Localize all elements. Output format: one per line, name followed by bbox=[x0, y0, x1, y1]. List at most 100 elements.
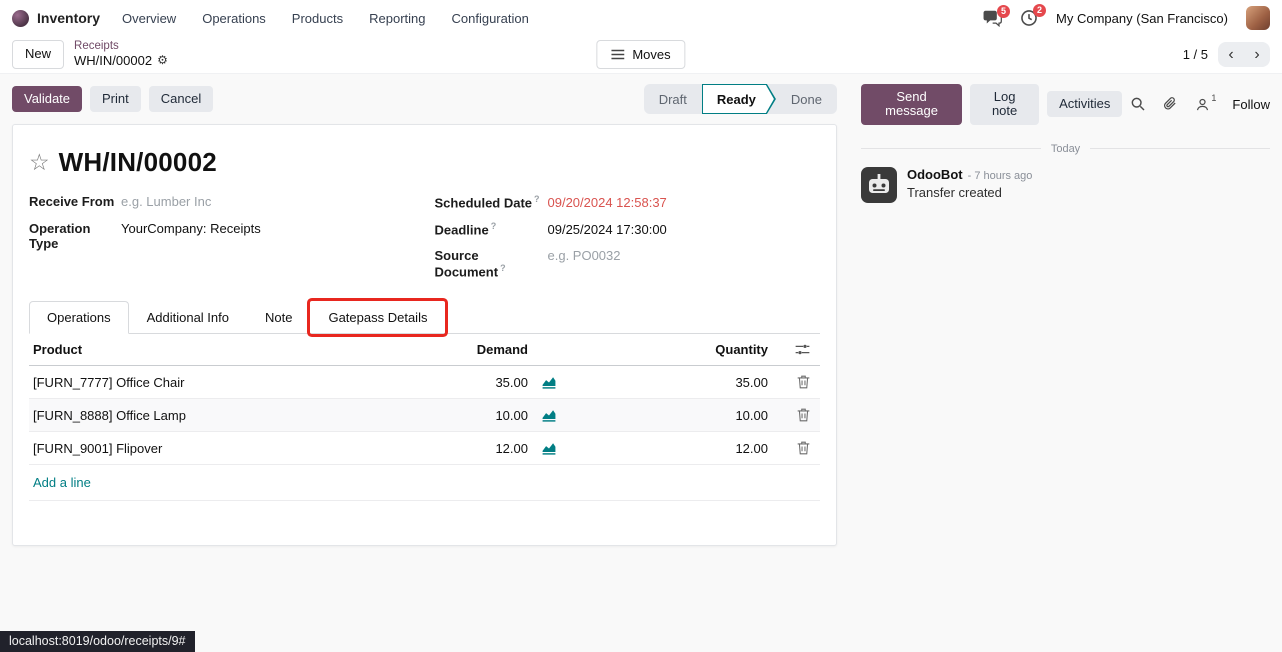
odoobot-avatar bbox=[861, 166, 897, 203]
clock-icon bbox=[1020, 9, 1038, 27]
search-messages-icon[interactable] bbox=[1130, 96, 1146, 112]
control-panel: New Receipts WH/IN/00002 ⚙ Moves 1 / 5 ‹… bbox=[0, 36, 1282, 74]
new-button[interactable]: New bbox=[12, 40, 65, 69]
gear-icon[interactable]: ⚙ bbox=[157, 53, 168, 68]
statusbar-state-draft[interactable]: Draft bbox=[658, 91, 687, 107]
main-content: Validate Print Cancel Draft Ready Done bbox=[0, 74, 1282, 547]
ready-arrow-fill bbox=[703, 85, 774, 113]
moves-button-label: Moves bbox=[632, 47, 671, 62]
demand-cell[interactable]: 12.00 bbox=[495, 440, 528, 456]
help-icon: ? bbox=[534, 194, 540, 204]
app-menu-button[interactable]: Inventory bbox=[12, 9, 101, 27]
breadcrumb: Receipts WH/IN/00002 ⚙ bbox=[74, 40, 168, 68]
statusbar-state-done[interactable]: Done bbox=[790, 91, 822, 107]
tab-gatepass-details[interactable]: Gatepass Details bbox=[310, 301, 445, 334]
pager: 1 / 5 ‹ › bbox=[1183, 42, 1270, 67]
notebook-tabs: Operations Additional Info Note Gatepass… bbox=[29, 301, 820, 335]
activities-button-chatter[interactable]: Activities bbox=[1047, 91, 1123, 118]
user-avatar[interactable] bbox=[1246, 6, 1270, 30]
company-switcher[interactable]: My Company (San Francisco) bbox=[1056, 10, 1228, 26]
operation-type-field[interactable]: YourCompany: Receipts bbox=[121, 221, 261, 236]
table-row[interactable]: [FURN_7777] Office Chair 35.00 35.00 bbox=[29, 366, 820, 400]
deadline-label: Deadline? bbox=[434, 221, 497, 238]
breadcrumb-receipts-link[interactable]: Receipts bbox=[74, 40, 119, 53]
messages-badge: 5 bbox=[997, 4, 1011, 18]
send-message-button[interactable]: Send message bbox=[861, 84, 963, 125]
statusbar-state-ready[interactable]: Ready bbox=[702, 84, 776, 114]
tab-operations[interactable]: Operations bbox=[29, 301, 129, 335]
column-header-product: Product bbox=[33, 342, 83, 358]
list-header: Product Demand Quantity bbox=[29, 334, 820, 367]
favorite-star-icon[interactable]: ☆ bbox=[29, 149, 50, 175]
operations-list: Product Demand Quantity [FURN_7777] Offi… bbox=[29, 334, 820, 502]
quantity-cell[interactable]: 12.00 bbox=[735, 440, 768, 456]
product-cell[interactable]: [FURN_9001] Flipover bbox=[33, 440, 163, 456]
optional-columns-icon[interactable] bbox=[795, 343, 810, 356]
scheduled-date-label: Scheduled Date? bbox=[434, 194, 540, 211]
product-cell[interactable]: [FURN_7777] Office Chair bbox=[33, 374, 185, 390]
attachments-paperclip-icon[interactable] bbox=[1163, 96, 1178, 112]
cancel-button[interactable]: Cancel bbox=[148, 85, 214, 113]
app-name: Inventory bbox=[37, 10, 101, 26]
followers-count: 1 bbox=[1211, 93, 1217, 104]
chatter-panel: Send message Log note Activities 1 Follo… bbox=[849, 74, 1282, 203]
menu-overview[interactable]: Overview bbox=[122, 10, 177, 26]
pager-previous-button[interactable]: ‹ bbox=[1218, 42, 1244, 67]
form-action-bar: Validate Print Cancel Draft Ready Done bbox=[0, 74, 849, 120]
demand-cell[interactable]: 10.00 bbox=[495, 407, 528, 423]
pager-counter: 1 / 5 bbox=[1182, 47, 1208, 62]
receive-from-label: Receive From bbox=[29, 194, 115, 209]
fields-left-column: Receive From e.g. Lumber Inc Operation T… bbox=[29, 194, 415, 279]
product-cell[interactable]: [FURN_8888] Office Lamp bbox=[33, 407, 186, 423]
chatter-toolbar: Send message Log note Activities 1 Follo… bbox=[861, 84, 1270, 125]
receive-from-field[interactable]: e.g. Lumber Inc bbox=[121, 194, 212, 209]
list-body: [FURN_7777] Office Chair 35.00 35.00 [FU… bbox=[29, 366, 820, 466]
moves-button[interactable]: Moves bbox=[596, 40, 686, 69]
message-content: OdooBot - 7 hours ago Transfer created bbox=[907, 167, 1032, 203]
menu-products[interactable]: Products bbox=[291, 10, 344, 26]
top-navbar: Inventory Overview Operations Products R… bbox=[0, 0, 1282, 36]
delete-row-icon[interactable] bbox=[797, 408, 810, 422]
table-row[interactable]: [FURN_8888] Office Lamp 10.00 10.00 bbox=[29, 399, 820, 433]
form-sheet: ☆ WH/IN/00002 Receive From e.g. Lumber I… bbox=[12, 124, 837, 547]
forecast-chart-icon[interactable] bbox=[542, 376, 556, 389]
menu-configuration[interactable]: Configuration bbox=[451, 10, 529, 26]
forecast-chart-icon[interactable] bbox=[542, 442, 556, 455]
column-header-quantity: Quantity bbox=[715, 342, 768, 358]
browser-status-url: localhost:8019/odoo/receipts/9# bbox=[0, 631, 195, 652]
log-note-button[interactable]: Log note bbox=[970, 84, 1040, 125]
follow-button[interactable]: Follow bbox=[1232, 96, 1270, 112]
main-menus: Overview Operations Products Reporting C… bbox=[122, 11, 529, 26]
fields-right-column: Scheduled Date? 09/20/2024 12:58:37 Dead… bbox=[435, 194, 821, 279]
navbar-systray: 5 2 My Company (San Francisco) bbox=[983, 4, 1270, 30]
messages-button[interactable]: 5 bbox=[983, 4, 1011, 27]
demand-cell[interactable]: 35.00 bbox=[495, 374, 528, 390]
scheduled-date-field[interactable]: 09/20/2024 12:58:37 bbox=[547, 195, 667, 211]
source-document-field[interactable]: e.g. PO0032 bbox=[547, 248, 621, 263]
delete-row-icon[interactable] bbox=[797, 441, 810, 455]
message-timestamp: - 7 hours ago bbox=[967, 169, 1033, 182]
quantity-cell[interactable]: 35.00 bbox=[735, 374, 768, 390]
menu-reporting[interactable]: Reporting bbox=[369, 10, 426, 26]
pager-next-button[interactable]: › bbox=[1244, 42, 1270, 67]
help-icon: ? bbox=[490, 221, 497, 231]
activities-badge: 2 bbox=[1033, 4, 1047, 17]
quantity-cell[interactable]: 10.00 bbox=[735, 407, 768, 423]
followers-button[interactable]: 1 bbox=[1195, 93, 1216, 112]
validate-button[interactable]: Validate bbox=[12, 85, 83, 113]
column-header-demand: Demand bbox=[476, 342, 528, 358]
tab-note[interactable]: Note bbox=[265, 310, 293, 326]
tab-additional-info[interactable]: Additional Info bbox=[146, 310, 229, 326]
deadline-field[interactable]: 09/25/2024 17:30:00 bbox=[547, 222, 667, 238]
form-fields: Receive From e.g. Lumber Inc Operation T… bbox=[29, 194, 820, 279]
print-button[interactable]: Print bbox=[90, 85, 141, 113]
sheet-spacer bbox=[29, 501, 820, 545]
table-row[interactable]: [FURN_9001] Flipover 12.00 12.00 bbox=[29, 432, 820, 466]
delete-row-icon[interactable] bbox=[797, 375, 810, 389]
forecast-chart-icon[interactable] bbox=[542, 409, 556, 422]
form-column: Validate Print Cancel Draft Ready Done bbox=[0, 74, 849, 547]
add-a-line-link[interactable]: Add a line bbox=[33, 475, 91, 491]
activities-button[interactable]: 2 bbox=[1020, 4, 1047, 27]
menu-operations[interactable]: Operations bbox=[202, 10, 266, 26]
divider-label: Today bbox=[1050, 142, 1081, 155]
